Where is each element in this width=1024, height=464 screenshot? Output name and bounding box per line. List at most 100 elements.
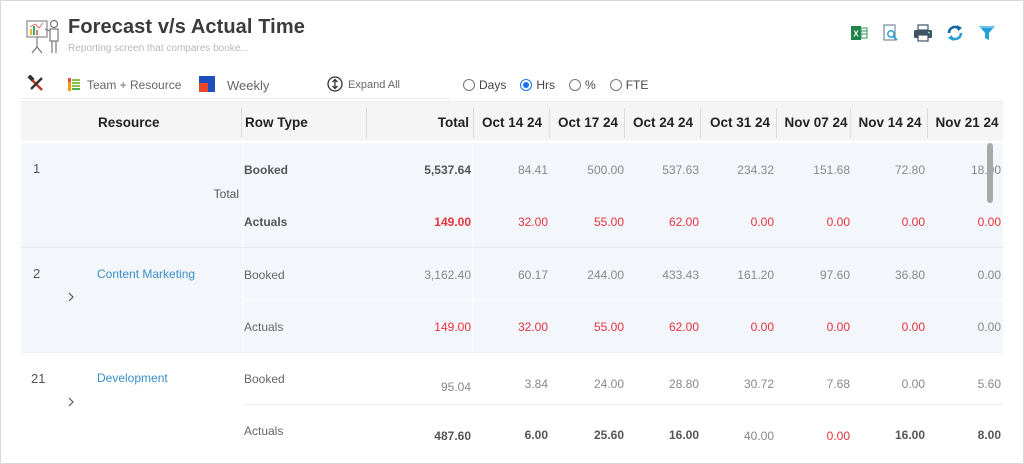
row-divider <box>21 247 1003 248</box>
filter-icon[interactable] <box>977 23 997 43</box>
resource-link[interactable]: Content Marketing <box>97 267 196 281</box>
actuals-value: 0.00 <box>826 320 850 334</box>
booked-value: 97.60 <box>819 268 850 282</box>
actuals-total: 487.60 <box>434 429 471 443</box>
booked-value: 5.60 <box>977 377 1001 391</box>
actuals-value: 0.00 <box>826 215 850 229</box>
column-header-period[interactable]: Nov 14 24 <box>858 114 922 130</box>
column-header-period[interactable]: Oct 14 24 <box>481 114 543 130</box>
group-by-selector[interactable]: Team + Resource <box>67 73 181 97</box>
chevron-right-icon[interactable] <box>66 290 76 302</box>
actuals-value: 0.00 <box>750 215 774 229</box>
row-divider <box>21 352 1003 353</box>
unit-radio-percent[interactable]: % <box>569 78 596 92</box>
radio-indicator <box>463 79 475 91</box>
column-divider <box>776 108 777 138</box>
booked-value: 28.80 <box>668 377 699 391</box>
chevron-right-icon[interactable] <box>66 395 76 407</box>
print-icon[interactable] <box>913 23 933 43</box>
unit-radio-fte[interactable]: FTE <box>609 78 649 92</box>
column-header-period[interactable]: Nov 21 24 <box>935 114 999 130</box>
vertical-scrollbar[interactable] <box>987 143 993 203</box>
column-header-period[interactable]: Oct 24 24 <box>632 114 694 130</box>
radio-indicator-selected <box>520 79 533 91</box>
actuals-value: 40.00 <box>743 429 774 443</box>
expand-all-label: Expand All <box>348 79 400 91</box>
actuals-value: 0.00 <box>977 320 1001 334</box>
expand-vertical-icon <box>327 75 343 95</box>
resource-name: Total <box>213 187 239 201</box>
actuals-total: 149.00 <box>434 320 471 334</box>
actuals-value: 32.00 <box>517 215 548 229</box>
booked-value: 84.41 <box>517 163 548 177</box>
cell-divider <box>242 248 243 352</box>
table-row-group-development: 21 Development Booked Actuals 95.04 487.… <box>21 353 1003 457</box>
preview-icon[interactable] <box>881 23 901 43</box>
report-toolbar: Team + Resource Weekly Expand All <box>23 73 1023 97</box>
cell-divider <box>472 248 473 352</box>
booked-total: 5,537.64 <box>424 163 471 177</box>
settings-button[interactable] <box>27 73 45 97</box>
booked-value: 244.00 <box>587 268 624 282</box>
actuals-value: 32.00 <box>517 320 548 334</box>
radio-indicator <box>609 79 622 91</box>
row-index: 21 <box>31 371 46 386</box>
grid-header: Resource Row Type Total Oct 14 24 Oct 17… <box>21 101 1003 141</box>
unit-radio-group: Days Hrs % FTE <box>463 73 648 97</box>
booked-value: 500.00 <box>587 163 624 177</box>
period-label: Weekly <box>227 77 270 93</box>
actuals-value: 8.00 <box>977 428 1001 442</box>
booked-value: 36.80 <box>894 268 925 282</box>
unit-label-days: Days <box>479 78 507 92</box>
export-excel-icon[interactable]: X <box>849 23 869 43</box>
column-header-period[interactable]: Nov 07 24 <box>784 114 848 130</box>
actuals-value: 0.00 <box>977 215 1001 229</box>
column-header-row-type[interactable]: Row Type <box>245 114 308 130</box>
column-divider <box>927 108 928 138</box>
page-subtitle: Reporting screen that compares booke... <box>68 43 249 54</box>
table-row-group-content-marketing: 2 Content Marketing Booked Actuals 3,162… <box>21 248 1003 352</box>
unit-radio-days[interactable]: Days <box>463 78 506 92</box>
unit-radio-hrs[interactable]: Hrs <box>520 78 555 92</box>
column-divider <box>549 108 550 138</box>
group-bars-icon <box>67 76 81 95</box>
column-divider <box>624 108 625 138</box>
row-type-booked: Booked <box>244 268 285 282</box>
column-divider <box>850 108 851 138</box>
column-divider <box>700 108 701 138</box>
column-divider <box>241 108 242 138</box>
subrow-divider <box>243 404 1003 405</box>
period-selector[interactable]: Weekly <box>199 73 269 97</box>
row-type-actuals: Actuals <box>244 424 284 438</box>
radio-indicator <box>569 79 582 91</box>
booked-value: 161.20 <box>737 268 774 282</box>
booked-value: 433.43 <box>662 268 699 282</box>
booked-value: 18.00 <box>970 163 1001 177</box>
refresh-icon[interactable] <box>945 23 965 43</box>
column-header-resource[interactable]: Resource <box>98 114 160 130</box>
actuals-value: 6.00 <box>524 428 548 442</box>
expand-all-button[interactable]: Expand All <box>327 73 400 97</box>
actuals-value: 55.00 <box>593 320 624 334</box>
column-header-period[interactable]: Oct 17 24 <box>557 114 619 130</box>
column-header-total[interactable]: Total <box>437 114 469 130</box>
calendar-period-icon <box>199 75 215 95</box>
group-by-label: Team + Resource <box>87 78 182 92</box>
row-index: 1 <box>33 161 41 176</box>
actuals-value: 0.00 <box>901 320 925 334</box>
svg-text:X: X <box>853 30 859 39</box>
row-index: 2 <box>33 266 41 281</box>
column-header-period[interactable]: Oct 31 24 <box>709 114 771 130</box>
table-row-group-total: 1 Total Booked Actuals 5,537.64 149.00 8… <box>21 143 1003 247</box>
booked-value: 0.00 <box>977 268 1001 282</box>
row-type-actuals: Actuals <box>244 215 288 229</box>
booked-value: 30.72 <box>743 377 774 391</box>
resource-link[interactable]: Development <box>97 371 168 385</box>
actuals-value: 62.00 <box>668 320 699 334</box>
booked-value: 60.17 <box>517 268 548 282</box>
row-type-booked: Booked <box>244 163 289 177</box>
actuals-total: 149.00 <box>434 215 471 229</box>
unit-label-fte: FTE <box>625 78 649 92</box>
tools-icon <box>27 73 45 96</box>
